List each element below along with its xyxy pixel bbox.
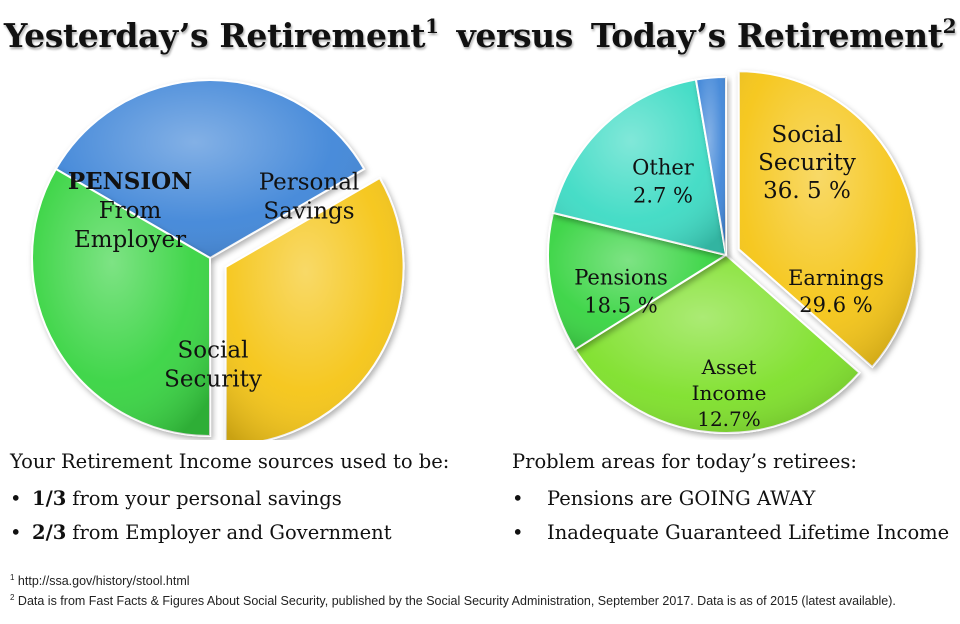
pie-slice-label: Earnings: [788, 266, 884, 290]
fraction-label: 2/3: [32, 521, 67, 544]
pie-slice-label: Security: [164, 367, 262, 393]
item-text: Inadequate Guaranteed Lifetime Income: [547, 521, 950, 544]
pie-slice-shading: [225, 177, 404, 440]
page-title: Yesterday’s Retirement1 versus Today’s Ret…: [0, 14, 960, 55]
bullet-icon: •: [10, 487, 22, 510]
pie-slice-shading: [738, 71, 917, 367]
pie-slice-label: Personal: [259, 170, 360, 196]
pie-slice-label: Savings: [263, 199, 354, 225]
pie-slice-label: 18.5 %: [584, 293, 657, 317]
pie-charts: PENSION From Employer Personal Savings Social…: [31, 70, 918, 440]
footnote-1: 1 http://ssa.gov/history/stool.html: [10, 573, 190, 588]
item-text: Pensions are GOING AWAY: [547, 487, 816, 510]
footnote-mark: 2: [10, 593, 15, 602]
title-left-footnote-mark: 1: [425, 14, 439, 38]
footnote-text: Data is from Fast Facts & Figures About …: [14, 594, 896, 609]
pie-chart-yesterday: PENSION From Employer Personal Savings Social…: [31, 79, 405, 440]
pie-slice-label: Pensions: [574, 265, 668, 289]
pie-slice-label: Employer: [74, 227, 186, 253]
pie-slice-label: PENSION: [68, 168, 192, 195]
item-text: from Employer and Government: [72, 521, 392, 544]
today-summary-item: • Inadequate Guaranteed Lifetime Income: [512, 521, 949, 544]
bullet-icon: •: [10, 521, 22, 544]
yesterday-summary-heading: Your Retirement Income sources used to b…: [10, 450, 450, 473]
title-left: Yesterday’s Retirement: [3, 16, 426, 55]
pie-slice-shading: [548, 212, 726, 350]
title-right-footnote-mark: 2: [942, 14, 957, 38]
pie-slice-label: 12.7%: [697, 407, 761, 431]
pie-slice-label: Income: [692, 381, 767, 405]
pie-slice-label: From: [99, 198, 162, 224]
pie-slice-label: 2.7 %: [633, 183, 693, 207]
yesterday-summary-item: • 2/3 from Employer and Government: [10, 521, 449, 544]
pie-slice-label: Social: [772, 122, 843, 148]
pie-slice-label: Other: [632, 155, 695, 179]
footnote-mark: 1: [10, 573, 15, 582]
pie-slice-shading: [553, 79, 726, 255]
yesterday-summary: Your Retirement Income sources used to b…: [10, 450, 449, 555]
pie-slice-label: 29.6 %: [799, 293, 872, 317]
pie-slice-shading: [575, 255, 860, 433]
footnote-text: http://ssa.gov/history/stool.html: [14, 574, 190, 589]
bullet-icon: •: [512, 521, 524, 544]
pie-slice-label: 36. 5 %: [763, 178, 851, 204]
pie-slice-shading: [55, 79, 365, 258]
title-middle: versus: [456, 16, 574, 55]
today-summary: Problem areas for today’s retirees: • Pe…: [512, 450, 949, 555]
yesterday-summary-item: • 1/3 from your personal savings: [10, 487, 449, 510]
pie-slice-shading: [695, 77, 726, 255]
pie-slice-label: Asset: [701, 355, 757, 379]
pie-slice-shading: [31, 169, 211, 436]
title-right: Today’s Retirement: [590, 16, 943, 55]
bullet-icon: •: [512, 487, 524, 510]
footnote-2: 2 Data is from Fast Facts & Figures Abou…: [10, 593, 896, 608]
pie-slice-label: Social: [178, 338, 249, 364]
fraction-label: 1/3: [32, 487, 67, 510]
item-text: from your personal savings: [72, 487, 342, 510]
pie-slice-label: Security: [758, 150, 856, 176]
today-summary-heading: Problem areas for today’s retirees:: [512, 450, 857, 473]
today-summary-item: • Pensions are GOING AWAY: [512, 487, 949, 510]
